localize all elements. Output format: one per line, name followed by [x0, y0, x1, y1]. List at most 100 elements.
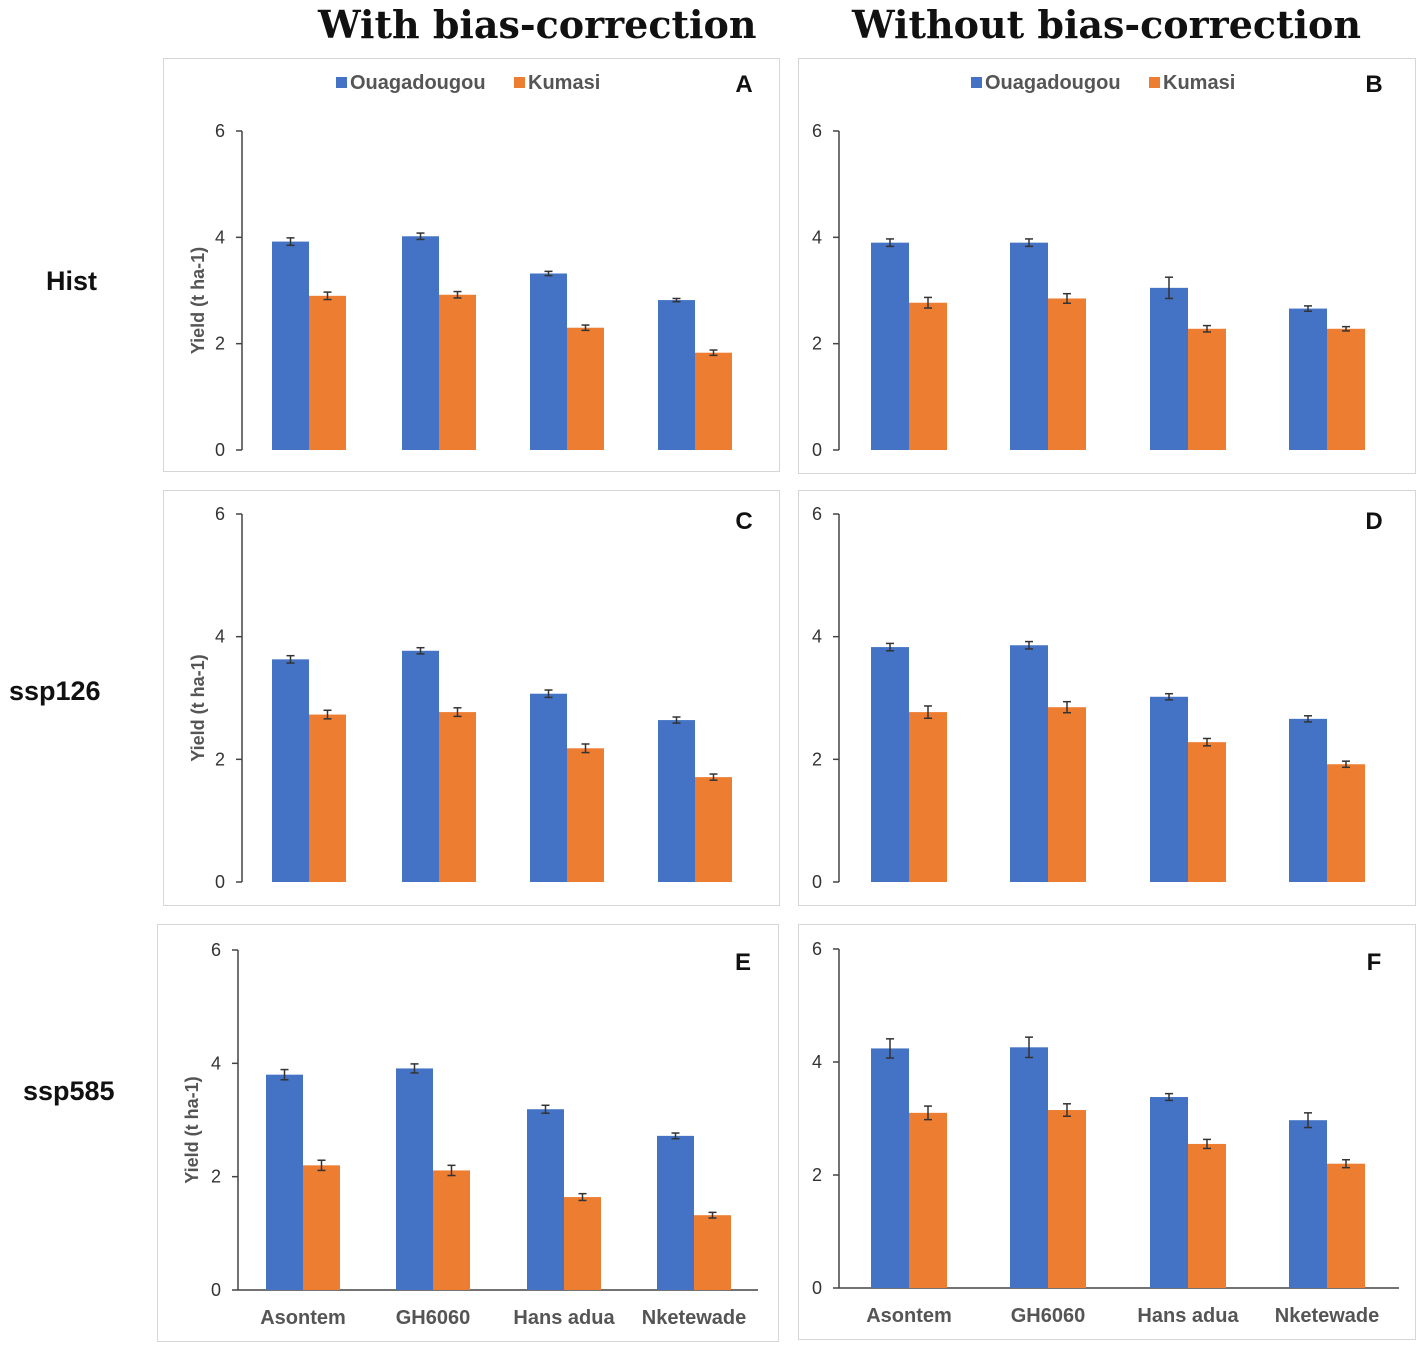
x-tick-label: Nketewade	[1275, 1305, 1380, 1327]
y-tick-label: 4	[812, 227, 822, 247]
panel-letter: A	[735, 71, 752, 98]
legend-label-ouagadougou: Ouagadougou	[350, 72, 486, 94]
bar-ouagadougou-nketewade	[1289, 718, 1327, 882]
bar-ouagadougou-gh6060	[396, 1068, 433, 1290]
y-tick-label: 0	[812, 440, 822, 460]
x-tick-label: Asontem	[260, 1307, 346, 1329]
x-tick-label: GH6060	[396, 1307, 471, 1329]
y-tick-label: 0	[812, 1278, 822, 1298]
x-tick-label: GH6060	[1011, 1305, 1086, 1327]
bar-ouagadougou-asontem	[871, 647, 909, 882]
panel-letter: E	[735, 949, 751, 976]
legend-label-ouagadougou: Ouagadougou	[985, 72, 1121, 94]
row-label-hist: Hist	[46, 266, 98, 296]
bar-kumasi-asontem	[909, 302, 947, 450]
bar-ouagadougou-nketewade	[658, 720, 695, 882]
row-label-ssp585: ssp585	[23, 1076, 115, 1106]
column-title-with-bias: With bias-correction	[318, 2, 757, 47]
legend-label-kumasi: Kumasi	[1163, 72, 1235, 94]
bar-ouagadougou-asontem	[871, 242, 909, 450]
bar-ouagadougou-nketewade	[658, 300, 695, 450]
bar-kumasi-hans-adua	[567, 748, 604, 882]
chart-e: 0 2 4 6 Yield (t ha-1) Asontem GH6060 Hans adua…	[182, 940, 758, 1329]
y-tick-label: 2	[812, 334, 822, 354]
bar-kumasi-gh6060	[1048, 707, 1086, 882]
y-tick-label: 0	[211, 1280, 221, 1300]
y-tick-label: 4	[812, 627, 822, 647]
bar-kumasi-asontem	[303, 1165, 340, 1290]
bar-kumasi-hans-adua	[567, 327, 604, 450]
bar-ouagadougou-nketewade	[657, 1135, 694, 1290]
y-tick-label: 4	[211, 1053, 221, 1073]
panel-letter: F	[1367, 949, 1382, 976]
legend-swatch-ouagadougou	[971, 77, 982, 88]
bar-ouagadougou-hans-adua	[1150, 1097, 1188, 1288]
bar-ouagadougou-hans-adua	[1150, 696, 1188, 882]
bar-ouagadougou-nketewade	[1289, 1120, 1327, 1288]
y-tick-label: 4	[812, 1052, 822, 1072]
bar-kumasi-nketewade	[695, 777, 732, 882]
bar-kumasi-nketewade	[694, 1215, 731, 1290]
y-tick-label: 4	[215, 227, 225, 247]
bar-ouagadougou-hans-adua	[530, 693, 567, 882]
y-tick-label: 2	[812, 1165, 822, 1185]
y-tick-label: 0	[215, 872, 225, 892]
chart-c: 0 2 4 6 Yield (t ha-1) C	[188, 504, 753, 892]
bar-kumasi-asontem	[909, 712, 947, 882]
bar-ouagadougou-gh6060	[402, 650, 439, 882]
bar-kumasi-hans-adua	[1188, 742, 1226, 882]
chart-a: 0 2 4 6 Yield (t ha-1) Ouagadougou Kumasi A	[188, 71, 753, 460]
panel-letter: D	[1365, 508, 1382, 535]
bar-kumasi-asontem	[909, 1112, 947, 1288]
bar-kumasi-gh6060	[433, 1170, 470, 1290]
x-tick-label: Asontem	[866, 1305, 952, 1327]
bar-kumasi-hans-adua	[1188, 328, 1226, 450]
legend-swatch-ouagadougou	[336, 77, 347, 88]
bar-kumasi-nketewade	[1327, 328, 1365, 450]
y-tick-label: 6	[211, 940, 221, 960]
bar-ouagadougou-hans-adua	[1150, 287, 1188, 450]
y-tick-label: 6	[812, 504, 822, 524]
column-title-without-bias: Without bias-correction	[852, 2, 1361, 47]
bar-kumasi-gh6060	[1048, 298, 1086, 450]
bar-ouagadougou-gh6060	[1010, 1047, 1048, 1288]
bar-kumasi-gh6060	[439, 294, 476, 450]
y-tick-label: 6	[812, 939, 822, 959]
x-tick-label: Nketewade	[642, 1307, 747, 1329]
chart-panel-b: 0 2 4 6 Ouagadougou Kumasi B	[798, 58, 1416, 474]
bar-kumasi-hans-adua	[564, 1197, 601, 1290]
panel-letter: C	[735, 508, 752, 535]
y-tick-label: 2	[812, 749, 822, 769]
chart-d: 0 2 4 6 D	[812, 504, 1383, 892]
chart-f: 0 2 4 6 Asontem GH6060 Hans adua Nketewade F	[812, 939, 1399, 1327]
bar-kumasi-nketewade	[1327, 1163, 1365, 1288]
y-axis-label: Yield (t ha-1)	[188, 654, 208, 761]
chart-panel-f: 0 2 4 6 Asontem GH6060 Hans adua Nketewade F	[798, 924, 1416, 1340]
legend-swatch-kumasi	[514, 77, 525, 88]
bar-ouagadougou-hans-adua	[530, 273, 567, 450]
bar-ouagadougou-nketewade	[1289, 308, 1327, 450]
panel-letter: B	[1365, 71, 1382, 98]
y-tick-label: 6	[215, 121, 225, 141]
chart-panel-d: 0 2 4 6 D	[798, 490, 1416, 906]
chart-panel-c: 0 2 4 6 Yield (t ha-1) C	[163, 490, 780, 906]
row-label-ssp126: ssp126	[9, 676, 101, 706]
bar-kumasi-asontem	[309, 295, 346, 450]
bar-ouagadougou-asontem	[266, 1074, 303, 1290]
chart-panel-e: 0 2 4 6 Yield (t ha-1) Asontem GH6060 Hans adua…	[157, 924, 779, 1342]
legend-swatch-kumasi	[1149, 77, 1160, 88]
bar-ouagadougou-asontem	[871, 1048, 909, 1288]
x-tick-label: Hans adua	[513, 1307, 615, 1329]
bar-kumasi-nketewade	[1327, 764, 1365, 882]
y-tick-label: 2	[215, 334, 225, 354]
chart-b: 0 2 4 6 Ouagadougou Kumasi B	[812, 71, 1383, 460]
y-tick-label: 2	[215, 749, 225, 769]
bar-kumasi-nketewade	[695, 352, 732, 450]
bar-kumasi-hans-adua	[1188, 1143, 1226, 1288]
bar-ouagadougou-gh6060	[1010, 242, 1048, 450]
bar-ouagadougou-gh6060	[402, 236, 439, 450]
y-tick-label: 0	[812, 872, 822, 892]
y-tick-label: 2	[211, 1167, 221, 1187]
y-tick-label: 6	[215, 504, 225, 524]
bar-ouagadougou-hans-adua	[527, 1109, 564, 1290]
